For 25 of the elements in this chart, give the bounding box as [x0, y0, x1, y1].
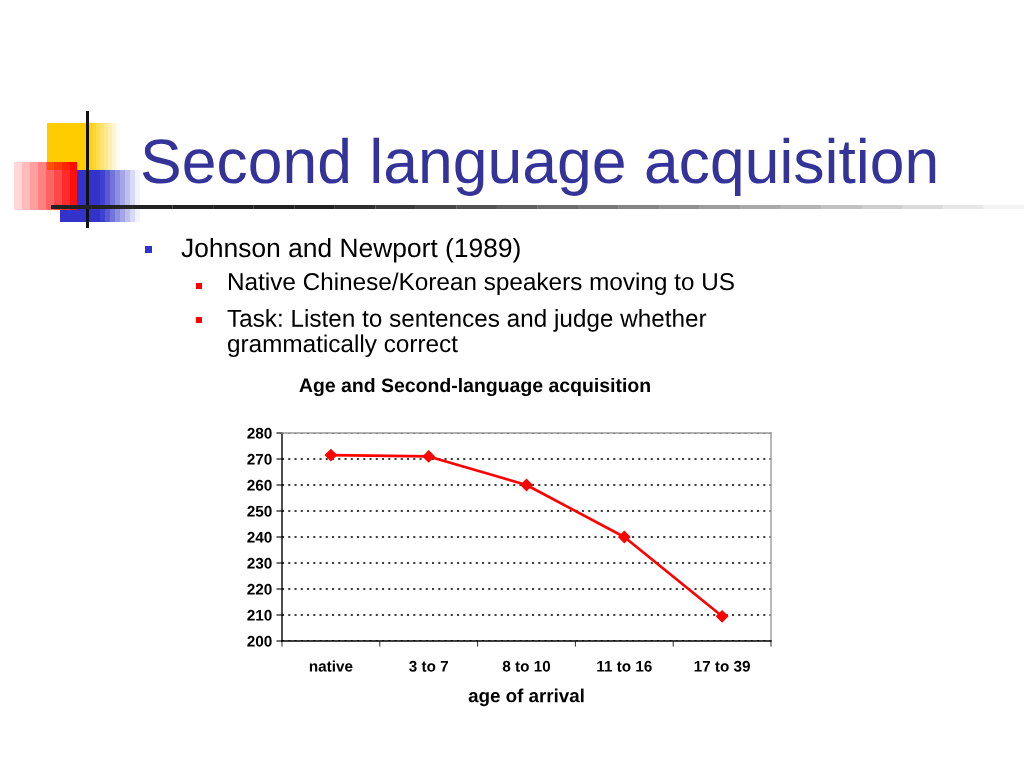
y-tick-label: 230 — [247, 557, 272, 569]
text: Native Chinese/Korean speakers moving to US — [228, 272, 734, 296]
chart-title: Second language acquisition — [142, 137, 936, 196]
text: Task: Listen to sentences and judge whether grammatically correct — [227, 309, 707, 358]
text: Johnson and Newport (1989) — [181, 237, 520, 263]
y-tick-label: 260 — [247, 479, 272, 491]
point — [422, 450, 435, 463]
y-tick-label: 210 — [247, 609, 272, 621]
point — [618, 530, 631, 544]
y-tick-label: 220 — [247, 583, 272, 595]
x-tick-label: 11 to 16 — [597, 660, 652, 672]
y-tick-label: 250 — [247, 505, 272, 517]
x-tick-label: 3 to 7 — [409, 660, 448, 672]
point — [520, 478, 533, 492]
y-tick-label: 280 — [247, 427, 272, 439]
y-tick-label: 200 — [247, 635, 272, 647]
x-tick-label: 17 to 39 — [694, 660, 750, 672]
point — [716, 610, 729, 623]
y-tick-label: 240 — [247, 531, 272, 543]
y-tick-label: 270 — [247, 453, 272, 465]
chart-subtitle: Age and Second-language acquisition — [299, 377, 650, 397]
x-axis-title: age of arrival — [468, 688, 584, 707]
point — [324, 449, 337, 462]
x-tick-label: native — [309, 660, 353, 672]
x-tick-label: 8 to 10 — [502, 660, 551, 672]
